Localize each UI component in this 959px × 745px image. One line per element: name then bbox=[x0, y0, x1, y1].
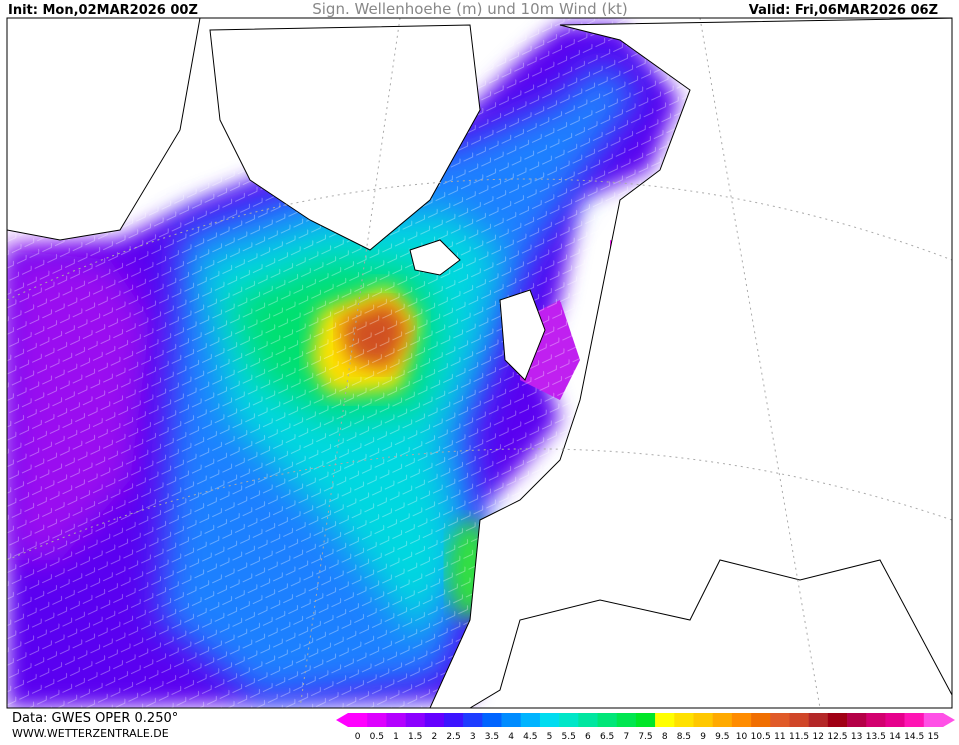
colorbar-swatch bbox=[367, 713, 387, 727]
colorbar-label: 13 bbox=[851, 732, 862, 741]
colorbar-swatch bbox=[443, 713, 464, 727]
colorbar-label: 10.5 bbox=[751, 732, 771, 741]
colorbar-label: 13.5 bbox=[866, 732, 886, 741]
colorbar-swatch bbox=[770, 713, 790, 727]
colorbar-label: 4 bbox=[508, 732, 514, 741]
colorbar-swatch bbox=[597, 713, 618, 727]
colorbar-label: 8.5 bbox=[677, 732, 691, 741]
colorbar-swatch bbox=[712, 713, 733, 727]
colorbar-label: 0 bbox=[355, 732, 361, 741]
colorbar-swatch bbox=[635, 713, 656, 727]
colorbar-swatch bbox=[655, 713, 675, 727]
colorbar-swatch bbox=[808, 713, 829, 727]
colorbar-label: 7.5 bbox=[638, 732, 652, 741]
colorbar-label: 1.5 bbox=[408, 732, 422, 741]
colorbar-swatch bbox=[866, 713, 886, 727]
colorbar-swatch bbox=[348, 713, 368, 727]
colorbar-swatch bbox=[520, 713, 541, 727]
colorbar-label: 6 bbox=[585, 732, 591, 741]
colorbar-swatch bbox=[482, 713, 502, 727]
colorbar-label: 3.5 bbox=[485, 732, 499, 741]
land bbox=[7, 18, 952, 708]
colorbar-label: 11 bbox=[774, 732, 785, 741]
colorbar-arrow-left bbox=[336, 713, 348, 727]
site-url: WWW.WETTERZENTRALE.DE bbox=[12, 727, 169, 740]
colorbar-swatch bbox=[885, 713, 905, 727]
colorbar-label: 4.5 bbox=[523, 732, 537, 741]
colorbar-swatch bbox=[674, 713, 694, 727]
colorbar-swatch bbox=[405, 713, 426, 727]
colorbar-label: 0.5 bbox=[370, 732, 384, 741]
colorbar-label: 12.5 bbox=[827, 732, 847, 741]
colorbar-label: 7 bbox=[623, 732, 629, 741]
colorbar-label: 8 bbox=[662, 732, 668, 741]
colorbar-label: 9.5 bbox=[715, 732, 729, 741]
colorbar-swatch bbox=[847, 713, 867, 727]
colorbar-swatch bbox=[693, 713, 713, 727]
colorbar-swatch bbox=[827, 713, 848, 727]
data-source: Data: GWES OPER 0.250° bbox=[12, 711, 178, 726]
colorbar-label: 1 bbox=[393, 732, 399, 741]
colorbar-label: 2 bbox=[432, 732, 438, 741]
colorbar-swatch bbox=[616, 713, 637, 727]
map bbox=[7, 18, 952, 708]
colorbar-swatch bbox=[463, 713, 483, 727]
colorbar-label: 12 bbox=[813, 732, 824, 741]
colorbar-swatch bbox=[923, 713, 944, 727]
colorbar-label: 15 bbox=[928, 732, 939, 741]
colorbar-swatch bbox=[578, 713, 598, 727]
colorbar-swatch bbox=[501, 713, 522, 727]
colorbar-label: 5.5 bbox=[562, 732, 576, 741]
colorbar-arrow-right bbox=[943, 713, 955, 727]
colorbar-swatch bbox=[559, 713, 579, 727]
init-label: Init: Mon,02MAR2026 00Z bbox=[8, 3, 198, 18]
colorbar-label: 10 bbox=[736, 732, 748, 741]
map-frame bbox=[6, 17, 953, 709]
colorbar-label: 5 bbox=[547, 732, 553, 741]
colorbar-label: 14.5 bbox=[904, 732, 924, 741]
colorbar-swatch bbox=[539, 713, 560, 727]
colorbar-label: 2.5 bbox=[446, 732, 460, 741]
graticule bbox=[7, 18, 952, 708]
colorbar-label: 3 bbox=[470, 732, 476, 741]
title: Sign. Wellenhoehe (m) und 10m Wind (kt) bbox=[312, 0, 628, 18]
colorbar-swatch bbox=[904, 713, 925, 727]
colorbar-label: 11.5 bbox=[789, 732, 809, 741]
colorbar-swatch bbox=[731, 713, 752, 727]
colorbar-label: 6.5 bbox=[600, 732, 614, 741]
colorbar-label: 14 bbox=[889, 732, 901, 741]
colorbar-label: 9 bbox=[700, 732, 706, 741]
colorbar: 0 0.5 1 1.5 2 2.5 3 3.5 4 4.5 5 5.5 6 6.5 7 7.5 8 8.5 9 9.5… bbox=[336, 713, 955, 742]
valid-label: Valid: Fri,06MAR2026 06Z bbox=[749, 3, 938, 18]
colorbar-swatch bbox=[424, 713, 445, 727]
colorbar-swatch bbox=[386, 713, 406, 727]
colorbar-swatch bbox=[789, 713, 809, 727]
colorbar-swatch bbox=[751, 713, 771, 727]
